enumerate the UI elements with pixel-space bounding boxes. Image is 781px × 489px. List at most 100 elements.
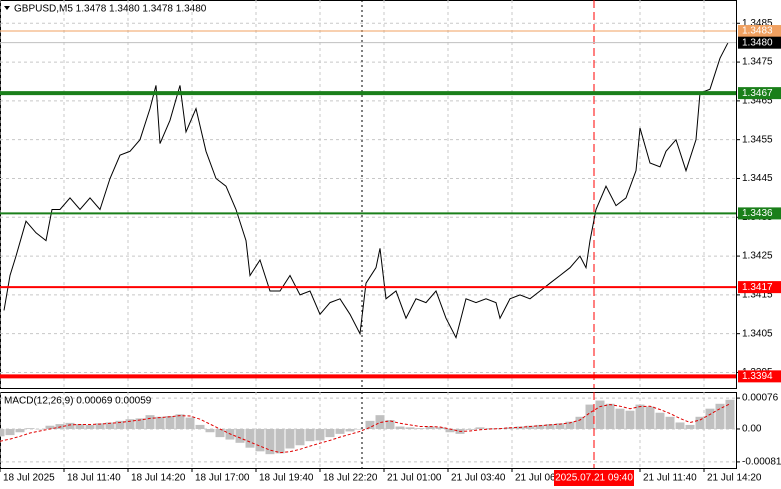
level-label: 1.3436 [742,208,773,219]
histogram-bar [85,424,95,429]
histogram-bar [205,428,215,433]
histogram-bar [365,420,375,429]
histogram-bar [595,400,605,429]
histogram-bar [35,428,45,430]
histogram-bar [115,420,125,429]
x-tick-label: 18 Jul 11:40 [67,473,121,484]
indicator-title: MACD(12,26,9) 0.00069 0.00059 [4,396,152,407]
x-tick-label: 21 Jul 01:00 [387,473,442,484]
histogram-bar [15,428,25,433]
histogram-bar [715,403,725,429]
level-label: 1.3467 [742,88,773,99]
histogram-bar [725,399,735,429]
y-tick-label: 1.3485 [742,18,773,29]
histogram-bar [195,424,205,429]
histogram-bar [375,415,385,429]
x-tick-label: 21 Jul 06:20 [515,473,570,484]
level-label-box [738,87,781,100]
histogram-bar [335,428,345,434]
x-tick-label: 18 Jul 19:40 [259,473,314,484]
level-label: 1.3480 [742,37,773,48]
level-label: 1.3394 [742,371,773,382]
histogram-bar [265,428,275,455]
histogram-bar [45,425,55,429]
histogram-bar [395,426,405,429]
histogram-bar [605,403,615,429]
y-tick-label: 1.3455 [742,134,773,145]
time-highlight [554,470,634,486]
histogram-bar [25,428,35,429]
histogram-bar [5,428,15,436]
histogram-bar [105,422,115,429]
histogram-bar [575,416,585,429]
histogram-bar [645,406,655,429]
main-frame [0,0,737,389]
histogram-bar [285,428,295,449]
y-tick-label: 1.3425 [742,251,773,262]
histogram-bar [325,428,335,438]
histogram-bar [425,426,435,429]
y-tick-label: 1.3465 [742,96,773,107]
x-tick-label: 21 Jul 14:20 [707,473,762,484]
histogram-bar [615,408,625,429]
y-tick-label: 1.3475 [742,57,773,68]
level-label-box [738,25,781,38]
x-tick-label: 18 Jul 2025 [3,473,55,484]
x-tick-label: 21 Jul 03:40 [451,473,506,484]
histogram-bar [75,424,85,429]
histogram-bar [295,428,305,446]
menu-icon [4,6,10,10]
x-tick-label: 18 Jul 17:00 [195,473,250,484]
histogram-bar [135,418,145,429]
histogram-bar [695,416,705,429]
histogram-bar [465,428,475,430]
histogram-bar [405,427,415,429]
y-tick-label: 1.3415 [742,290,773,301]
histogram-bar [535,424,545,429]
histogram-bar [585,404,595,429]
time-highlight-label: 2025.07.21 09:40 [555,473,633,484]
histogram-bar [525,425,535,429]
level-label-box [738,370,781,383]
x-tick-label: 18 Jul 14:20 [131,473,186,484]
histogram-bar [235,428,245,443]
histogram-bar [435,427,445,429]
histogram-bar [215,428,225,438]
histogram-bar [625,410,635,429]
histogram-bar [655,412,665,429]
histogram-bar [545,424,555,429]
histogram-bar [155,416,165,429]
chart-title: GBPUSD,M5 1.3478 1.3480 1.3478 1.3480 [14,4,207,15]
histogram-bar [475,427,485,429]
level-label-box [738,207,781,220]
histogram-bar [675,422,685,429]
histogram-bar [315,428,325,441]
histogram-bar [665,416,675,429]
histogram-bar [305,428,315,442]
histogram-bar [0,428,5,437]
price-line [3,42,729,339]
histogram-bar [95,423,105,429]
y-tick-label: -0.00081 [742,457,781,468]
histogram-bar [165,415,175,429]
level-label: 1.3417 [742,282,773,293]
histogram-bar [65,422,75,429]
x-tick-label: 21 Jul 11:40 [643,473,697,484]
level-label-box [738,36,781,49]
level-label-box [738,281,781,294]
histogram-bar [415,428,425,429]
histogram-bar [565,421,575,429]
y-tick-label: 0.00076 [742,393,779,404]
histogram-bar [355,428,365,430]
histogram-bar [705,408,715,429]
y-tick-label: 1.3405 [742,328,773,339]
y-tick-label: 0.00 [742,424,762,435]
histogram-bar [145,415,155,429]
x-tick-label: 18 Jul 22:20 [323,473,378,484]
level-label: 1.3483 [742,26,773,37]
histogram-bar [275,428,285,454]
y-tick-label: 1.3445 [742,173,773,184]
histogram-bar [345,428,355,432]
histogram-bar [445,428,455,433]
